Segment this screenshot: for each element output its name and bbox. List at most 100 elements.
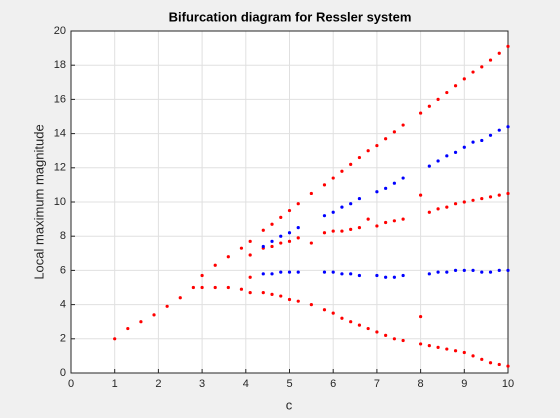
- x-tick-label: 5: [286, 378, 292, 390]
- x-axis-label: c: [286, 397, 293, 412]
- y-tick-label: 4: [60, 299, 66, 311]
- point: [152, 313, 156, 317]
- point: [270, 292, 274, 296]
- point: [445, 205, 449, 209]
- point: [471, 140, 475, 144]
- point: [287, 239, 292, 243]
- point: [357, 273, 362, 278]
- point: [340, 229, 344, 233]
- point: [340, 272, 344, 276]
- point: [261, 244, 265, 249]
- point: [296, 299, 300, 303]
- point: [453, 268, 458, 272]
- point: [349, 227, 353, 231]
- point: [436, 270, 440, 274]
- point: [261, 291, 265, 295]
- point: [488, 195, 493, 199]
- x-tick-label: 4: [243, 378, 249, 390]
- point: [248, 239, 252, 243]
- point: [506, 268, 510, 272]
- point: [322, 183, 327, 187]
- point: [279, 270, 283, 274]
- point: [366, 149, 370, 153]
- point: [384, 186, 388, 190]
- x-tick-label: 9: [461, 378, 467, 390]
- point: [331, 210, 335, 214]
- point: [309, 303, 313, 307]
- point: [279, 241, 283, 245]
- point: [279, 215, 283, 219]
- point: [349, 202, 353, 206]
- y-axis-label: Local maximum magnitude: [31, 124, 46, 279]
- x-tick-label: 2: [155, 378, 161, 390]
- point: [126, 326, 130, 331]
- point: [279, 234, 283, 238]
- point: [488, 270, 493, 274]
- point: [375, 143, 379, 148]
- point: [401, 273, 405, 278]
- y-tick-label: 8: [60, 230, 66, 242]
- point: [296, 236, 300, 240]
- point: [366, 217, 370, 221]
- x-tick-label: 3: [199, 378, 205, 390]
- point: [296, 226, 300, 230]
- point: [296, 270, 300, 274]
- point: [384, 275, 388, 279]
- point: [287, 270, 292, 274]
- x-tick-label: 0: [68, 378, 74, 390]
- point: [287, 231, 292, 235]
- point: [270, 222, 274, 226]
- point: [401, 176, 405, 180]
- y-tick-label: 20: [54, 25, 66, 37]
- point: [445, 270, 449, 274]
- point: [480, 196, 484, 201]
- point: [401, 338, 405, 343]
- point: [349, 272, 353, 276]
- point: [445, 90, 449, 95]
- point: [392, 130, 396, 134]
- point: [200, 285, 204, 290]
- point: [309, 241, 313, 245]
- y-tick-label: 16: [54, 93, 66, 105]
- point: [480, 65, 484, 69]
- point: [392, 181, 396, 185]
- point: [497, 128, 501, 132]
- point: [375, 190, 379, 194]
- y-tick-label: 10: [54, 196, 66, 208]
- point: [401, 217, 405, 221]
- point: [471, 70, 475, 74]
- point: [270, 272, 274, 276]
- point: [248, 253, 252, 257]
- point: [331, 270, 335, 274]
- point: [497, 362, 501, 367]
- point: [200, 273, 204, 278]
- y-tick-label: 6: [60, 264, 66, 276]
- y-tick-label: 14: [54, 128, 66, 140]
- point: [480, 357, 484, 361]
- point: [480, 138, 484, 143]
- point: [453, 84, 458, 88]
- point: [392, 275, 396, 279]
- point: [213, 263, 217, 267]
- point: [178, 296, 182, 300]
- point: [357, 323, 362, 327]
- point: [309, 191, 313, 196]
- point: [287, 208, 292, 213]
- point: [488, 133, 493, 137]
- point: [340, 169, 344, 173]
- point: [226, 255, 230, 259]
- point: [392, 337, 396, 341]
- point: [357, 196, 362, 201]
- point: [506, 364, 510, 368]
- point: [506, 191, 510, 196]
- point: [261, 272, 265, 276]
- point: [248, 291, 252, 295]
- point: [427, 164, 431, 168]
- point: [497, 193, 501, 197]
- point: [453, 349, 458, 353]
- point: [419, 342, 423, 346]
- point: [113, 337, 117, 341]
- point: [331, 311, 335, 315]
- point: [191, 285, 195, 290]
